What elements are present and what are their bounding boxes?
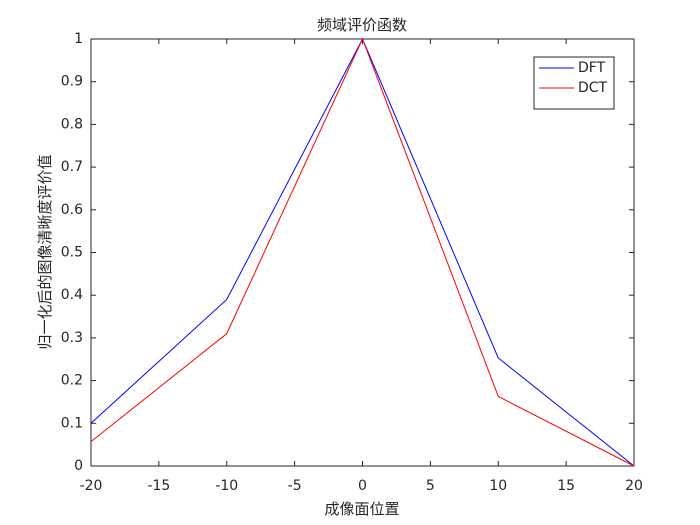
y-tick-label: 1 <box>74 31 83 47</box>
y-axis-label: 归一化后的图像清晰度评价值 <box>36 154 54 349</box>
x-tick-label: 0 <box>358 478 367 494</box>
y-tick-label: 0.5 <box>61 245 83 261</box>
legend-label: DFT <box>578 60 606 76</box>
y-tick-label: 0.4 <box>61 287 83 303</box>
y-tick-label: 0.6 <box>61 202 83 218</box>
y-tick-label: 0.7 <box>61 159 83 175</box>
plot-area <box>90 38 635 467</box>
y-tick-label: 0.8 <box>61 116 83 132</box>
x-tick-label: -5 <box>288 478 302 494</box>
chart-title: 频域评价函数 <box>317 16 407 34</box>
x-tick-label: -15 <box>147 478 170 494</box>
x-tick-label: 10 <box>489 478 507 494</box>
x-tick-label: -20 <box>80 478 103 494</box>
y-tick-label: 0.1 <box>61 415 83 431</box>
x-tick-label: 15 <box>557 478 575 494</box>
x-tick-label: 5 <box>426 478 435 494</box>
x-tick-label: 20 <box>625 478 643 494</box>
data-line <box>90 37 635 467</box>
legend-label: DCT <box>578 80 608 96</box>
y-tick-label: 0 <box>74 458 83 474</box>
x-axis-label: 成像面位置 <box>324 500 399 518</box>
legend-box <box>533 56 615 110</box>
y-tick-label: 0.3 <box>61 330 83 346</box>
y-tick-label: 0.9 <box>61 74 83 90</box>
y-tick-label: 0.2 <box>61 373 83 389</box>
x-tick-label: -10 <box>215 478 238 494</box>
